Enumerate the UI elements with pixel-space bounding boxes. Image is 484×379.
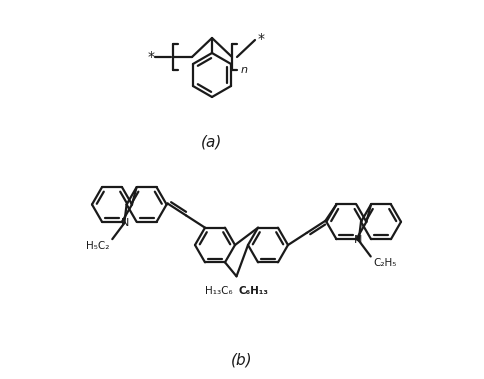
Text: H₁₃C₆: H₁₃C₆: [205, 286, 232, 296]
Text: n: n: [241, 65, 248, 75]
Text: (a): (a): [201, 135, 223, 149]
Text: C₂H₅: C₂H₅: [374, 258, 397, 268]
Text: N: N: [353, 235, 362, 246]
Text: *: *: [258, 32, 265, 46]
Text: N: N: [121, 218, 130, 228]
Text: (b): (b): [231, 352, 253, 368]
Text: H₅C₂: H₅C₂: [86, 241, 109, 251]
Text: *: *: [148, 50, 154, 64]
Text: C₆H₁₃: C₆H₁₃: [239, 286, 269, 296]
